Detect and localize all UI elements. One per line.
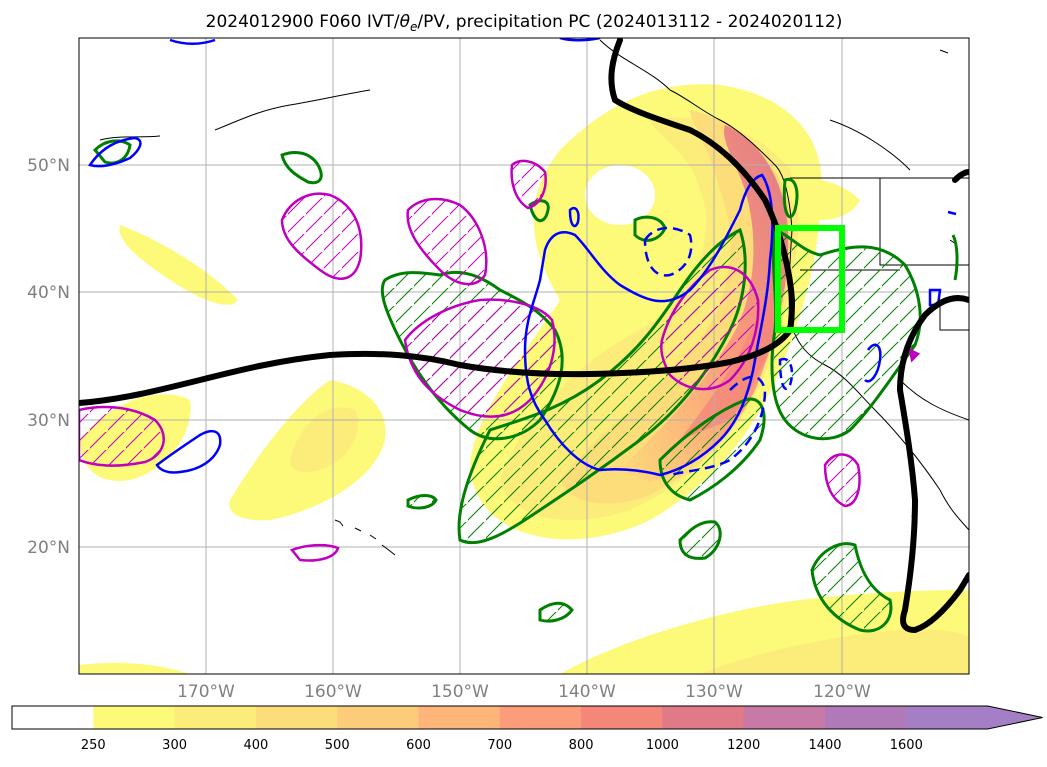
colorbar-segment bbox=[174, 706, 257, 729]
colorbar-segment bbox=[581, 706, 663, 729]
theta-e-contours bbox=[79, 38, 969, 634]
colorbar-tick-label: 500 bbox=[325, 738, 350, 753]
lat-label: 30°N bbox=[27, 411, 70, 431]
colorbar-tick-label: 400 bbox=[243, 738, 268, 753]
colorbar: 250 300 400 500 600 700 800 1000 1200 1400 1600 bbox=[11, 705, 1043, 753]
figure-title: 2024012900 F060 IVT/θe/PV, precipitation… bbox=[206, 12, 843, 34]
colorbar-segment bbox=[418, 706, 501, 729]
colorbar-tick-label: 1200 bbox=[727, 738, 760, 753]
map-frame bbox=[78, 37, 970, 675]
colorbar-tick-label: 1000 bbox=[646, 738, 679, 753]
lon-label: 130°W bbox=[685, 682, 743, 702]
colorbar-outline bbox=[11, 705, 1043, 730]
colorbar-segment bbox=[255, 706, 338, 729]
colorbar-tick-label: 700 bbox=[487, 738, 512, 753]
colorbar-segment bbox=[12, 706, 94, 729]
lon-tick-labels: 170°W 160°W 150°W 140°W 130°W 120°W bbox=[177, 682, 871, 702]
colorbar-segment bbox=[662, 706, 745, 729]
lat-tick-labels: 20°N 30°N 40°N 50°N bbox=[27, 156, 70, 558]
pv-contours bbox=[79, 159, 921, 562]
colorbar-tick-label: 1400 bbox=[808, 738, 841, 753]
lon-label: 160°W bbox=[304, 682, 362, 702]
colorbar-tick-label: 600 bbox=[406, 738, 431, 753]
lon-label: 170°W bbox=[177, 682, 235, 702]
lat-label: 40°N bbox=[27, 283, 70, 303]
colorbar-tick-label: 250 bbox=[81, 738, 106, 753]
colorbar-tick-label: 300 bbox=[162, 738, 187, 753]
lat-label: 20°N bbox=[27, 538, 70, 558]
colorbar-tick-label: 800 bbox=[569, 738, 594, 753]
lon-label: 120°W bbox=[813, 682, 871, 702]
precipitation-box bbox=[775, 225, 845, 333]
colorbar-segment bbox=[825, 706, 907, 729]
colorbar-segment bbox=[906, 706, 989, 729]
colorbar-tick-label: 1600 bbox=[890, 738, 923, 753]
colorbar-segment bbox=[93, 706, 176, 729]
lon-label: 150°W bbox=[431, 682, 489, 702]
map-panel bbox=[79, 38, 969, 674]
colorbar-segment bbox=[743, 706, 826, 729]
lat-label: 50°N bbox=[27, 156, 70, 176]
lon-label: 140°W bbox=[558, 682, 616, 702]
colorbar-extend-arrow bbox=[987, 706, 1043, 729]
colorbar-segment bbox=[499, 706, 582, 729]
colorbar-segment bbox=[337, 706, 419, 729]
